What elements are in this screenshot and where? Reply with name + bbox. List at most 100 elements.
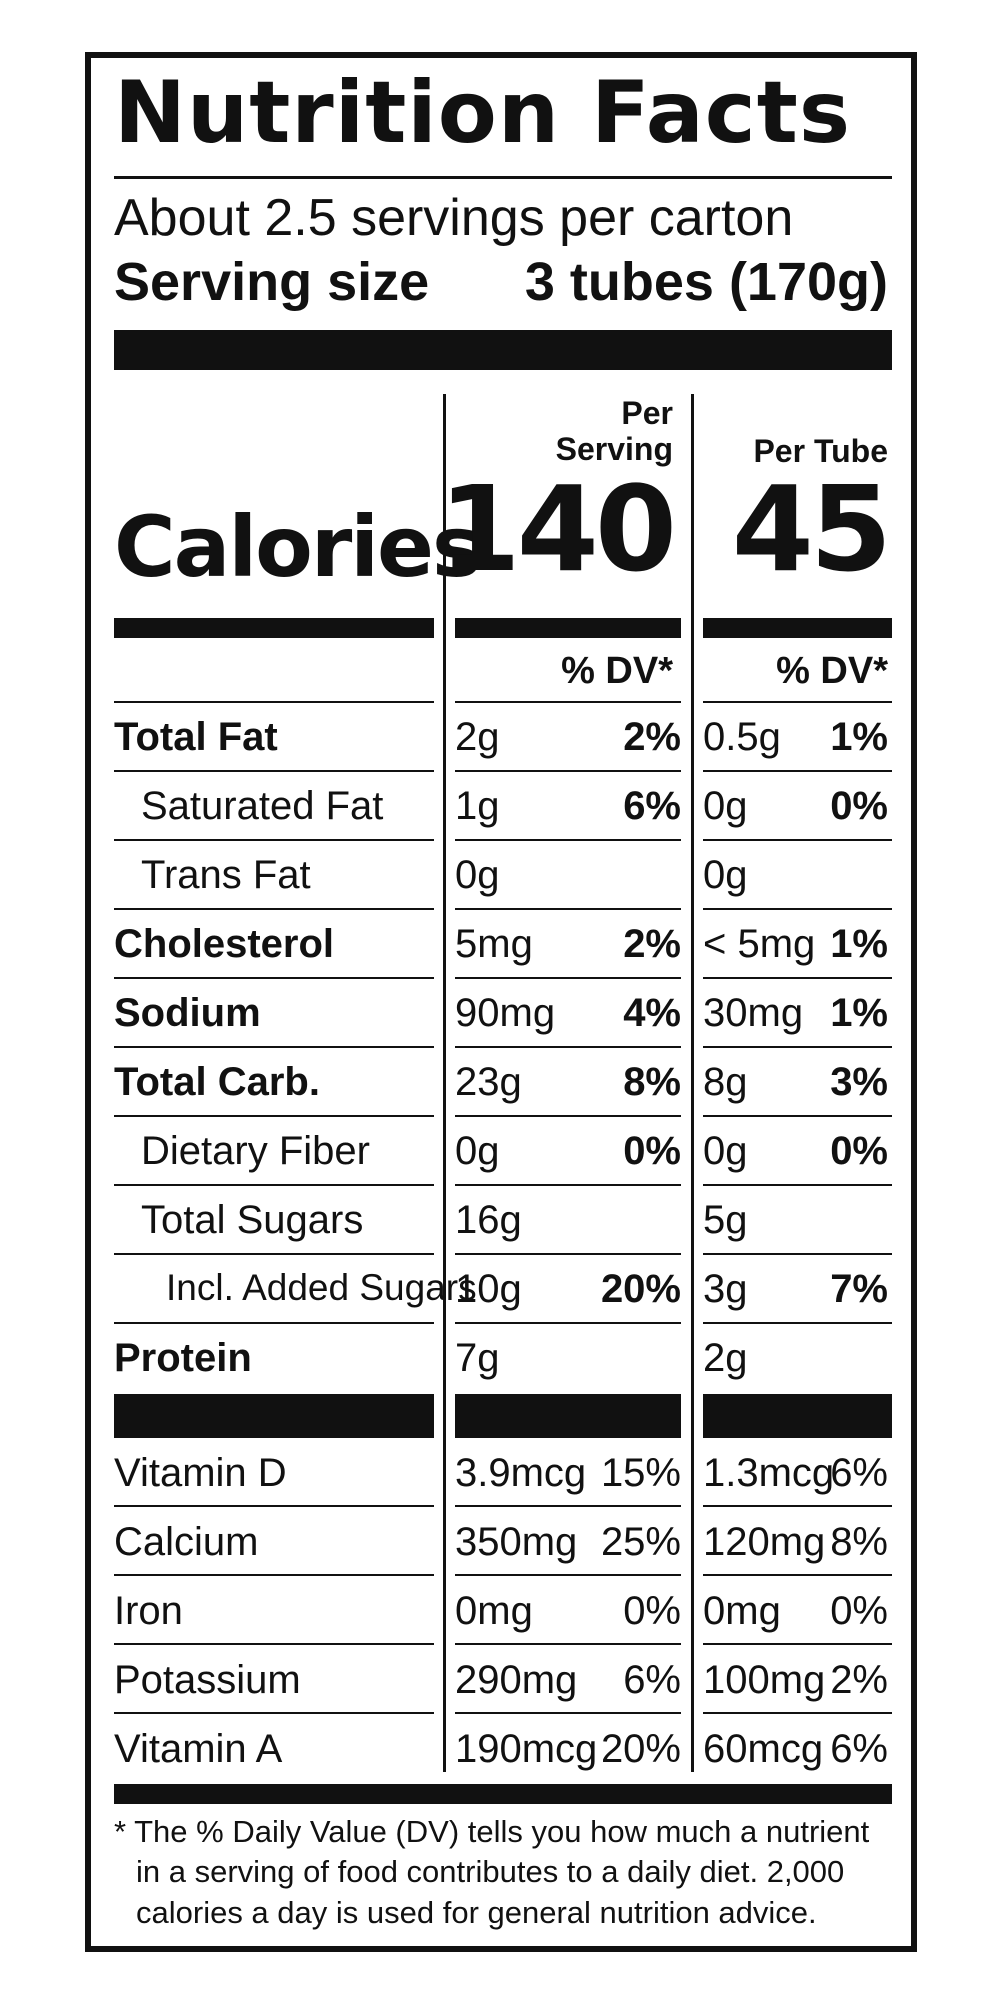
serving-dv: 20% [600, 1727, 681, 1771]
serving-amount: 1g [455, 784, 500, 828]
row-divider [114, 908, 434, 910]
row-divider [114, 1712, 434, 1714]
serving-dv: 6% [623, 1658, 681, 1702]
vitamin-name: Potassium [114, 1658, 301, 1702]
row-divider [114, 1574, 434, 1576]
dv-header-tube: % DV* [776, 650, 888, 692]
serving-size-label: Serving size [114, 252, 430, 312]
row-divider [114, 701, 434, 703]
vitamin-name: Calcium [114, 1520, 259, 1564]
nutrient-name: Sodium [114, 991, 261, 1035]
row-divider [703, 1712, 892, 1714]
serving-size-value: 3 tubes (170g) [524, 252, 888, 312]
row-divider [455, 977, 681, 979]
serving-dv: 4% [623, 991, 681, 1035]
row-divider [703, 977, 892, 979]
tube-dv: 0% [830, 1129, 888, 1173]
row-divider [703, 1046, 892, 1048]
column-line-serving [443, 394, 446, 1772]
row-divider [455, 1505, 681, 1507]
serving-dv: 15% [600, 1451, 681, 1495]
row-divider [455, 770, 681, 772]
row-divider [114, 1253, 434, 1255]
dv-header-serving: % DV* [561, 650, 673, 692]
row-divider [455, 1643, 681, 1645]
row-divider [114, 1115, 434, 1117]
nutrient-name: Total Fat [114, 715, 278, 759]
column-line-tube [691, 394, 694, 1772]
row-divider [114, 770, 434, 772]
serving-amount: 5mg [455, 922, 533, 966]
tube-dv: 1% [830, 922, 888, 966]
row-divider [703, 839, 892, 841]
row-divider [703, 1643, 892, 1645]
tube-dv: 2% [830, 1658, 888, 1702]
serving-amount: 350mg [455, 1520, 578, 1564]
tube-dv: 6% [830, 1451, 888, 1495]
label-title: Nutrition Facts [114, 63, 852, 163]
row-divider [114, 1505, 434, 1507]
tube-amount: 60mcg [703, 1727, 824, 1771]
row-divider [703, 908, 892, 910]
calories-per-serving: 140 [438, 460, 677, 598]
serving-amount: 2g [455, 715, 500, 759]
serving-amount: 23g [455, 1060, 522, 1104]
serving-amount: 3.9mcg [455, 1451, 587, 1495]
serving-amount: 10g [455, 1267, 522, 1311]
per-tube-header: Per Tube [753, 433, 888, 469]
serving-dv: 2% [623, 922, 681, 966]
row-divider [114, 1184, 434, 1186]
tube-dv: 0% [830, 784, 888, 828]
tube-amount: 120mg [703, 1520, 826, 1564]
tube-amount: 0g [703, 853, 748, 897]
tube-amount: 2g [703, 1336, 748, 1380]
tube-amount: 0.5g [703, 715, 781, 759]
thick-divider [114, 330, 892, 370]
tube-amount: 1.3mcg [703, 1451, 835, 1495]
nutrient-name: Incl. Added Sugars [166, 1267, 477, 1308]
calories-label: Calories [114, 498, 482, 596]
footnote: * The % Daily Value (DV) tells you how m… [114, 1814, 870, 1930]
calories-bar-serving [455, 618, 681, 638]
tube-amount: 8g [703, 1060, 748, 1104]
vitamin-name: Iron [114, 1589, 183, 1633]
tube-amount: 3g [703, 1267, 748, 1311]
row-divider [455, 1184, 681, 1186]
nutrient-name: Protein [114, 1336, 252, 1380]
nutrient-name: Cholesterol [114, 922, 335, 966]
nutrition-facts-label: Nutrition Facts About 2.5 servings per c… [85, 52, 917, 1952]
nutrient-name: Total Carb. [114, 1060, 320, 1104]
tube-amount: 0g [703, 784, 748, 828]
row-divider [455, 1712, 681, 1714]
serving-amount: 190mcg [455, 1727, 598, 1771]
calories-bar-left [114, 618, 434, 638]
nutrient-name: Total Sugars [141, 1198, 364, 1242]
per-serving-header: Per Serving [555, 395, 673, 467]
nutrient-name: Trans Fat [141, 853, 311, 897]
tube-dv: 0% [830, 1589, 888, 1633]
row-divider [114, 1046, 434, 1048]
tube-dv: 1% [830, 991, 888, 1035]
row-divider [455, 908, 681, 910]
row-divider [703, 701, 892, 703]
row-divider [703, 1115, 892, 1117]
serving-dv: 0% [623, 1129, 681, 1173]
tube-amount: 100mg [703, 1658, 826, 1702]
row-divider [455, 1253, 681, 1255]
row-divider [703, 770, 892, 772]
nutrient-name: Dietary Fiber [141, 1129, 370, 1173]
vitamin-name: Vitamin A [114, 1727, 283, 1771]
serving-amount: 7g [455, 1336, 500, 1380]
row-divider [455, 1322, 681, 1324]
serving-dv: 2% [623, 715, 681, 759]
row-divider [114, 977, 434, 979]
serving-amount: 0mg [455, 1589, 533, 1633]
servings-per-container: About 2.5 servings per carton [114, 189, 794, 247]
tube-dv: 6% [830, 1727, 888, 1771]
vitamin-bar-tube [703, 1394, 892, 1438]
row-divider [455, 1574, 681, 1576]
nutrient-name: Saturated Fat [141, 784, 384, 828]
row-divider [703, 1505, 892, 1507]
serving-dv: 8% [623, 1060, 681, 1104]
row-divider [703, 1184, 892, 1186]
